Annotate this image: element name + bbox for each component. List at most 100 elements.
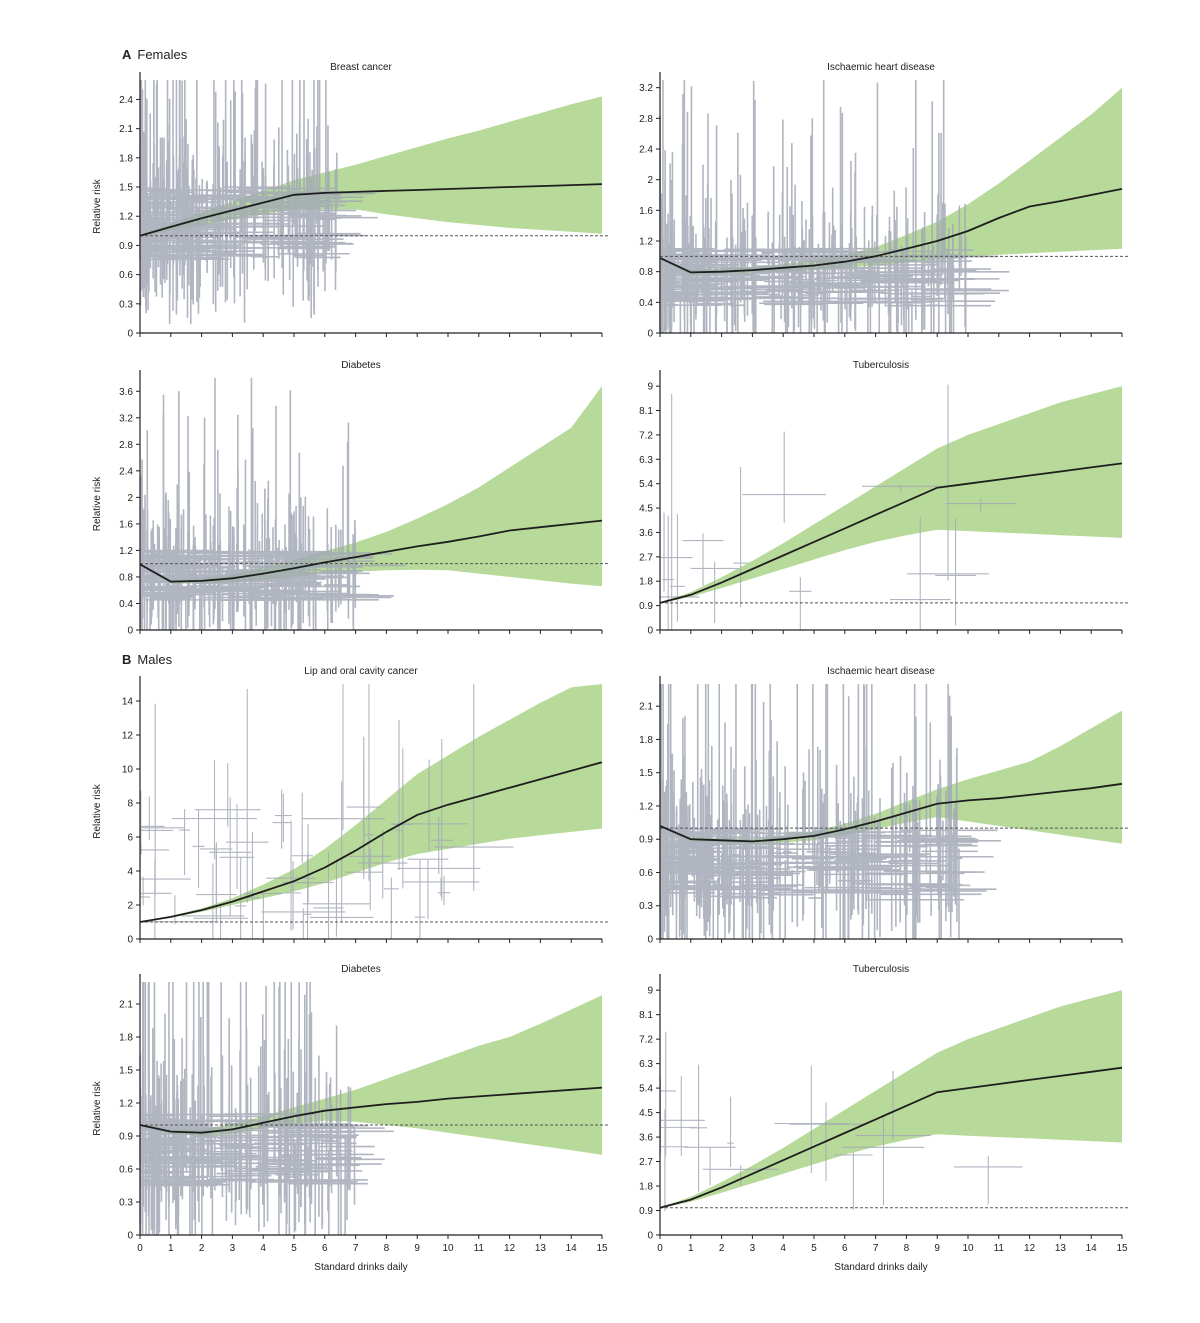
y-tick-label: 0 — [127, 329, 133, 340]
x-axis-label: Standard drinks daily — [314, 1262, 407, 1273]
uncertainty-band — [140, 386, 602, 587]
y-tick-label: 0.8 — [119, 572, 133, 583]
y-tick-label: 1.2 — [119, 212, 133, 223]
y-tick-label: 5.4 — [639, 1084, 653, 1095]
y-tick-label: 0.6 — [119, 1165, 133, 1176]
y-tick-label: 2.4 — [119, 466, 133, 477]
risk-curve — [659, 1066, 1123, 1209]
x-tick-label: 10 — [442, 1243, 454, 1254]
x-tick-label: 15 — [596, 1243, 608, 1254]
y-tick-label: 8 — [127, 799, 133, 810]
risk-curve — [139, 1086, 603, 1134]
uncertainty-band — [660, 710, 1122, 844]
y-tick-label: 1.8 — [639, 577, 653, 588]
uncertainty-band — [660, 990, 1122, 1209]
x-tick-label: 2 — [199, 1243, 205, 1254]
y-tick-label: 5.4 — [639, 479, 653, 490]
x-tick-label: 9 — [414, 1243, 420, 1254]
y-tick-label: 0.3 — [119, 1198, 133, 1209]
y-tick-label: 0.4 — [119, 599, 133, 610]
y-tick-label: 0 — [127, 1231, 133, 1242]
risk-curve — [139, 761, 603, 923]
x-tick-label: 6 — [842, 1243, 848, 1254]
y-tick-label: 3.6 — [639, 1133, 653, 1144]
panel-title: Ischaemic heart disease — [827, 62, 935, 73]
panel-A-right-bottom: 0 0.9 1.8 2.7 3.6 4.5 5.4 6.3 7.2 8.1 9 Tuberculosi… — [639, 360, 1128, 637]
y-tick-label: 1.8 — [639, 735, 653, 746]
study-estimates — [660, 384, 1016, 630]
y-tick-label: 7.2 — [639, 1035, 653, 1046]
y-tick-label: 2.4 — [119, 95, 133, 106]
panel-title: Diabetes — [341, 360, 380, 371]
y-tick-label: 4.5 — [639, 1108, 653, 1119]
y-tick-label: 2 — [127, 493, 133, 504]
panel-B-left-bottom: 00.30.60.91.21.51.82.10 1 2 3 4 5 6 7 8 9 10 11 12 13… — [92, 964, 608, 1273]
y-tick-label: 0.9 — [639, 601, 653, 612]
y-tick-label: 1.6 — [639, 206, 653, 217]
study-estimates — [139, 684, 514, 939]
panel-A-left-bottom: 0 0.4 0.8 1.2 1.6 2 2.4 2.8 3.2 3.6 Diabetes Relati… — [92, 360, 608, 637]
y-tick-label: 2 — [127, 901, 133, 912]
section-a-text: Females — [137, 47, 188, 62]
y-tick-label: 14 — [122, 697, 134, 708]
y-tick-label: 0.9 — [119, 241, 133, 252]
y-tick-label: 0.9 — [639, 1206, 653, 1217]
panel-title: Lip and oral cavity cancer — [304, 666, 418, 677]
y-tick-label: 8.1 — [639, 406, 653, 417]
y-tick-label: 9 — [647, 986, 653, 997]
y-tick-label: 1.8 — [119, 1033, 133, 1044]
y-tick-label: 0.6 — [639, 868, 653, 879]
study-estimates — [139, 80, 378, 325]
x-tick-label: 12 — [504, 1243, 516, 1254]
x-tick-label: 14 — [566, 1243, 578, 1254]
section-a-label: A Females — [122, 47, 187, 62]
y-tick-label: 7.2 — [639, 430, 653, 441]
x-tick-label: 11 — [474, 1243, 485, 1254]
risk-curve — [659, 782, 1123, 843]
y-tick-label: 12 — [122, 731, 134, 742]
y-tick-label: 0.6 — [119, 270, 133, 281]
x-tick-label: 5 — [811, 1243, 817, 1254]
y-tick-label: 1.5 — [119, 1066, 133, 1077]
panel-title: Diabetes — [341, 964, 380, 975]
y-tick-label: 1.2 — [119, 1099, 133, 1110]
y-tick-label: 0.3 — [639, 901, 653, 912]
y-tick-label: 0 — [647, 935, 653, 946]
x-tick-label: 8 — [384, 1243, 390, 1254]
y-tick-label: 6 — [127, 833, 133, 844]
x-tick-label: 13 — [535, 1243, 547, 1254]
y-tick-label: 2 — [647, 175, 653, 186]
y-tick-label: 0.8 — [639, 267, 653, 278]
y-axis-label: Relative risk — [92, 178, 103, 233]
y-axis-label: Relative risk — [92, 476, 103, 531]
y-tick-label: 0 — [127, 626, 133, 637]
uncertainty-band — [140, 684, 602, 923]
panel-B-left-top: 0 2 4 6 8 10 12 14 Lip and oral cavity cancer Rel… — [92, 666, 608, 946]
x-tick-label: 7 — [353, 1243, 359, 1254]
y-tick-label: 0.9 — [119, 1132, 133, 1143]
panel-A-left-top: 0 0.3 0.6 0.9 1.2 1.5 1.8 2.1 2.4 Breast cancer Re… — [92, 62, 608, 340]
y-tick-label: 1.8 — [119, 153, 133, 164]
y-tick-label: 3.6 — [119, 387, 133, 398]
x-tick-label: 1 — [168, 1243, 174, 1254]
panel-A-right-top: 0 0.4 0.8 1.2 1.6 2 2.4 2.8 3.2 Ischaemic heart d… — [639, 62, 1128, 340]
section-b-text: Males — [137, 652, 173, 667]
y-tick-label: 0 — [647, 329, 653, 340]
y-tick-label: 0.9 — [639, 835, 653, 846]
uncertainty-band — [140, 995, 602, 1155]
y-tick-label: 8.1 — [639, 1010, 653, 1021]
y-tick-label: 6.3 — [639, 1059, 653, 1070]
y-tick-label: 0 — [647, 626, 653, 637]
y-axis-label: Relative risk — [92, 783, 103, 838]
y-tick-label: 2.4 — [639, 145, 653, 156]
y-tick-label: 2.1 — [119, 1000, 133, 1011]
y-tick-label: 3.6 — [639, 528, 653, 539]
y-tick-label: 2.7 — [639, 552, 653, 563]
section-a-letter: A — [122, 47, 132, 62]
y-tick-label: 2.8 — [639, 114, 653, 125]
risk-curve — [659, 188, 1123, 274]
section-b-label: B Males — [122, 652, 172, 667]
x-axis-label: Standard drinks daily — [834, 1262, 927, 1273]
